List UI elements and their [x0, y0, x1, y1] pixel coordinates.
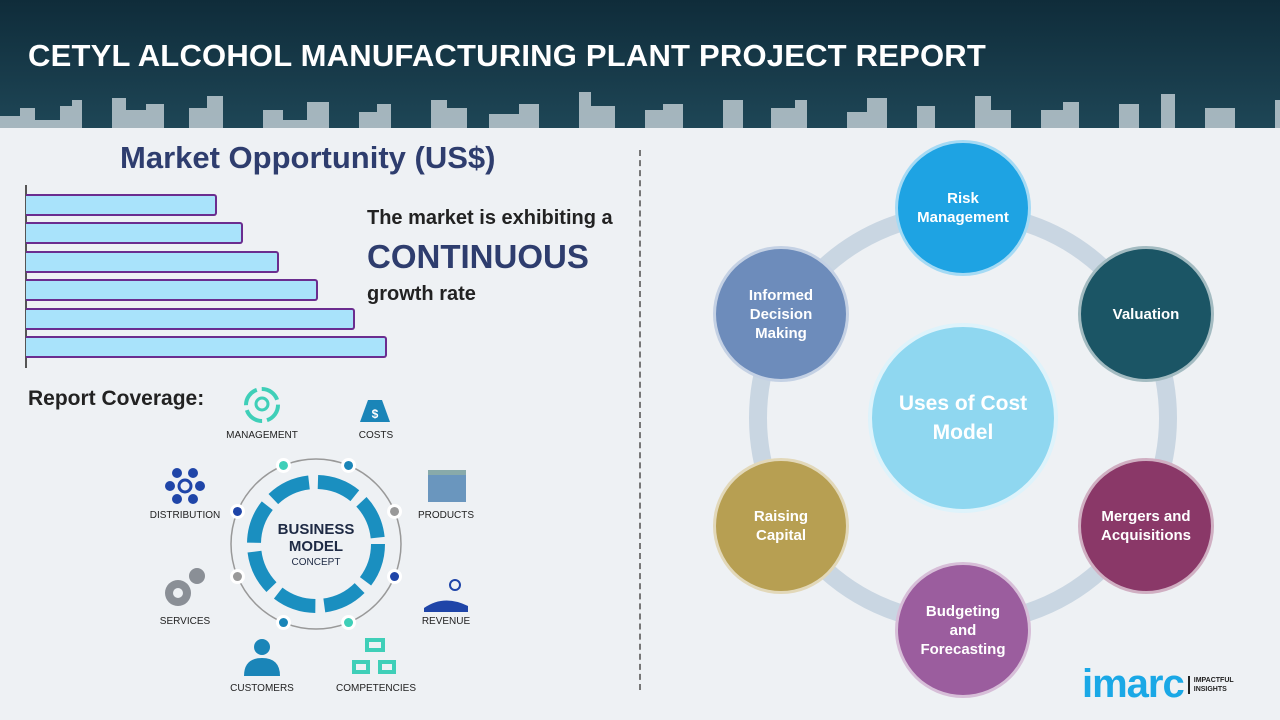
diagram-node — [229, 569, 245, 585]
use-label: Raising Capital — [753, 508, 809, 544]
market-bar — [26, 336, 387, 358]
chart-axis — [25, 185, 27, 368]
coverage-label: CUSTOMERS — [230, 683, 294, 694]
diagram-node — [275, 615, 291, 631]
use-circle: Valuation — [1078, 246, 1214, 382]
market-bar — [26, 250, 279, 273]
diagram-node — [387, 503, 403, 519]
market-bar — [26, 279, 319, 302]
gears-icon — [165, 568, 205, 606]
market-bar — [26, 307, 355, 330]
coverage-label: COSTS — [358, 430, 394, 441]
use-label: Risk Management — [917, 190, 1009, 226]
use-label: Informed Decision Making — [748, 286, 814, 342]
coverage-label: REVENUE — [421, 616, 471, 627]
header-banner: CETYL ALCOHOL MANUFACTURING PLANT PROJEC… — [0, 0, 1280, 128]
use-label: Valuation — [1112, 305, 1180, 323]
coverage-label: COMPETENCIES — [335, 683, 416, 694]
growth-highlight: CONTINUOUS — [367, 238, 589, 275]
coverage-label: PRODUCTS — [417, 510, 475, 521]
hand-coins-icon — [424, 579, 468, 612]
use-circle: Informed Decision Making — [713, 246, 849, 382]
bm-center-3: CONCEPT — [292, 557, 341, 568]
hierarchy-icon — [352, 638, 396, 674]
growth-text-1: The market is exhibiting a — [367, 207, 613, 229]
box-icon — [428, 470, 466, 502]
network-icon — [165, 468, 205, 504]
market-bar — [26, 222, 243, 245]
bm-center-1: BUSINESS — [278, 521, 355, 538]
section-divider — [639, 150, 641, 690]
coverage-title: Report Coverage: — [28, 387, 205, 410]
coverage-label: MANAGEMENT — [226, 430, 298, 441]
use-label: Mergers and Acquisitions — [1100, 508, 1191, 544]
imarc-logo: imarc IMPACTFUL INSIGHTS — [1082, 662, 1234, 706]
money-bag-icon: $ — [360, 400, 390, 422]
growth-text-2: growth rate — [367, 283, 476, 305]
use-label: Budgeting and Forecasting — [920, 602, 1006, 658]
use-circle: Budgeting and Forecasting — [895, 562, 1031, 698]
city-skyline — [0, 92, 1280, 128]
page-title: CETYL ALCOHOL MANUFACTURING PLANT PROJEC… — [28, 38, 986, 73]
use-circle: Risk Management — [895, 140, 1031, 276]
business-model-diagram: $ BUSINESS MODEL CONCEPT — [165, 387, 468, 676]
bm-center-2: MODEL — [289, 538, 343, 555]
uses-center: Uses of Cost Model — [868, 323, 1058, 513]
use-circle: Raising Capital — [713, 458, 849, 594]
diagram-node — [341, 615, 357, 631]
use-circle: Mergers and Acquisitions — [1078, 458, 1214, 594]
diagram-node — [387, 569, 403, 585]
diagram-node — [229, 503, 245, 519]
svg-text:$: $ — [372, 407, 379, 421]
diagram-node — [341, 457, 357, 473]
market-bar — [26, 194, 218, 216]
coverage-label: SERVICES — [159, 616, 211, 627]
management-icon — [244, 387, 280, 423]
person-icon — [244, 639, 280, 676]
coverage-label: DISTRIBUTION — [149, 510, 221, 521]
diagram-node — [275, 457, 291, 473]
market-title: Market Opportunity (US$) — [120, 140, 496, 175]
